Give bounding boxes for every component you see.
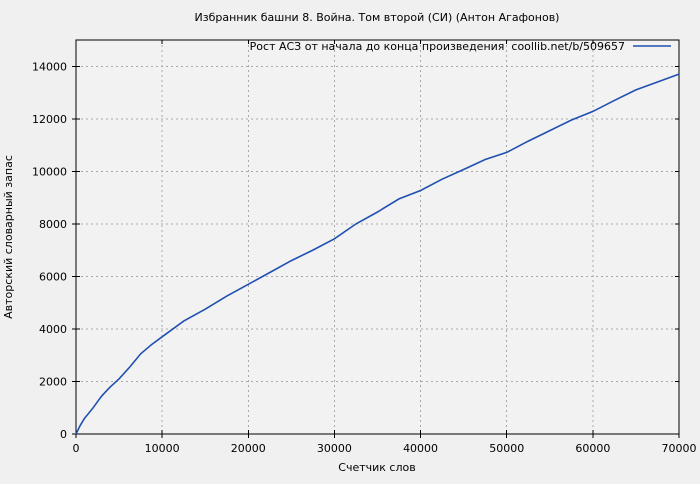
chart-title: Избранник башни 8. Война. Том второй (СИ… — [195, 11, 560, 24]
x-tick-label: 10000 — [145, 442, 180, 455]
legend: Рост АСЗ от начала до конца произведения… — [250, 40, 671, 53]
x-tick-label: 60000 — [575, 442, 610, 455]
x-tick-label: 30000 — [317, 442, 352, 455]
y-tick-label: 14000 — [32, 60, 67, 73]
gridlines — [76, 40, 679, 434]
legend-label: Рост АСЗ от начала до конца произведения… — [250, 40, 625, 53]
y-axis-tick-labels: 0 2000 4000 6000 8000 10000 12000 14000 — [32, 60, 67, 441]
x-tick-label: 40000 — [403, 442, 438, 455]
y-axis-label: Авторский словарный запас — [2, 155, 15, 319]
y-tick-label: 8000 — [39, 218, 67, 231]
plot-border — [75, 39, 680, 435]
x-tick-label: 20000 — [231, 442, 266, 455]
plot-area — [76, 40, 679, 434]
y-tick-label: 6000 — [39, 270, 67, 283]
x-tick-label: 50000 — [489, 442, 524, 455]
x-axis-tick-labels: 0 10000 20000 30000 40000 50000 60000 70000 — [73, 442, 697, 455]
x-tick-label: 0 — [73, 442, 80, 455]
x-axis-label: Счетчик слов — [338, 461, 415, 474]
y-tick-label: 0 — [60, 428, 67, 441]
y-tick-label: 12000 — [32, 113, 67, 126]
y-tick-label: 2000 — [39, 375, 67, 388]
x-tick-label: 70000 — [662, 442, 697, 455]
y-tick-label: 4000 — [39, 323, 67, 336]
y-tick-label: 10000 — [32, 165, 67, 178]
series-line — [75, 73, 680, 435]
